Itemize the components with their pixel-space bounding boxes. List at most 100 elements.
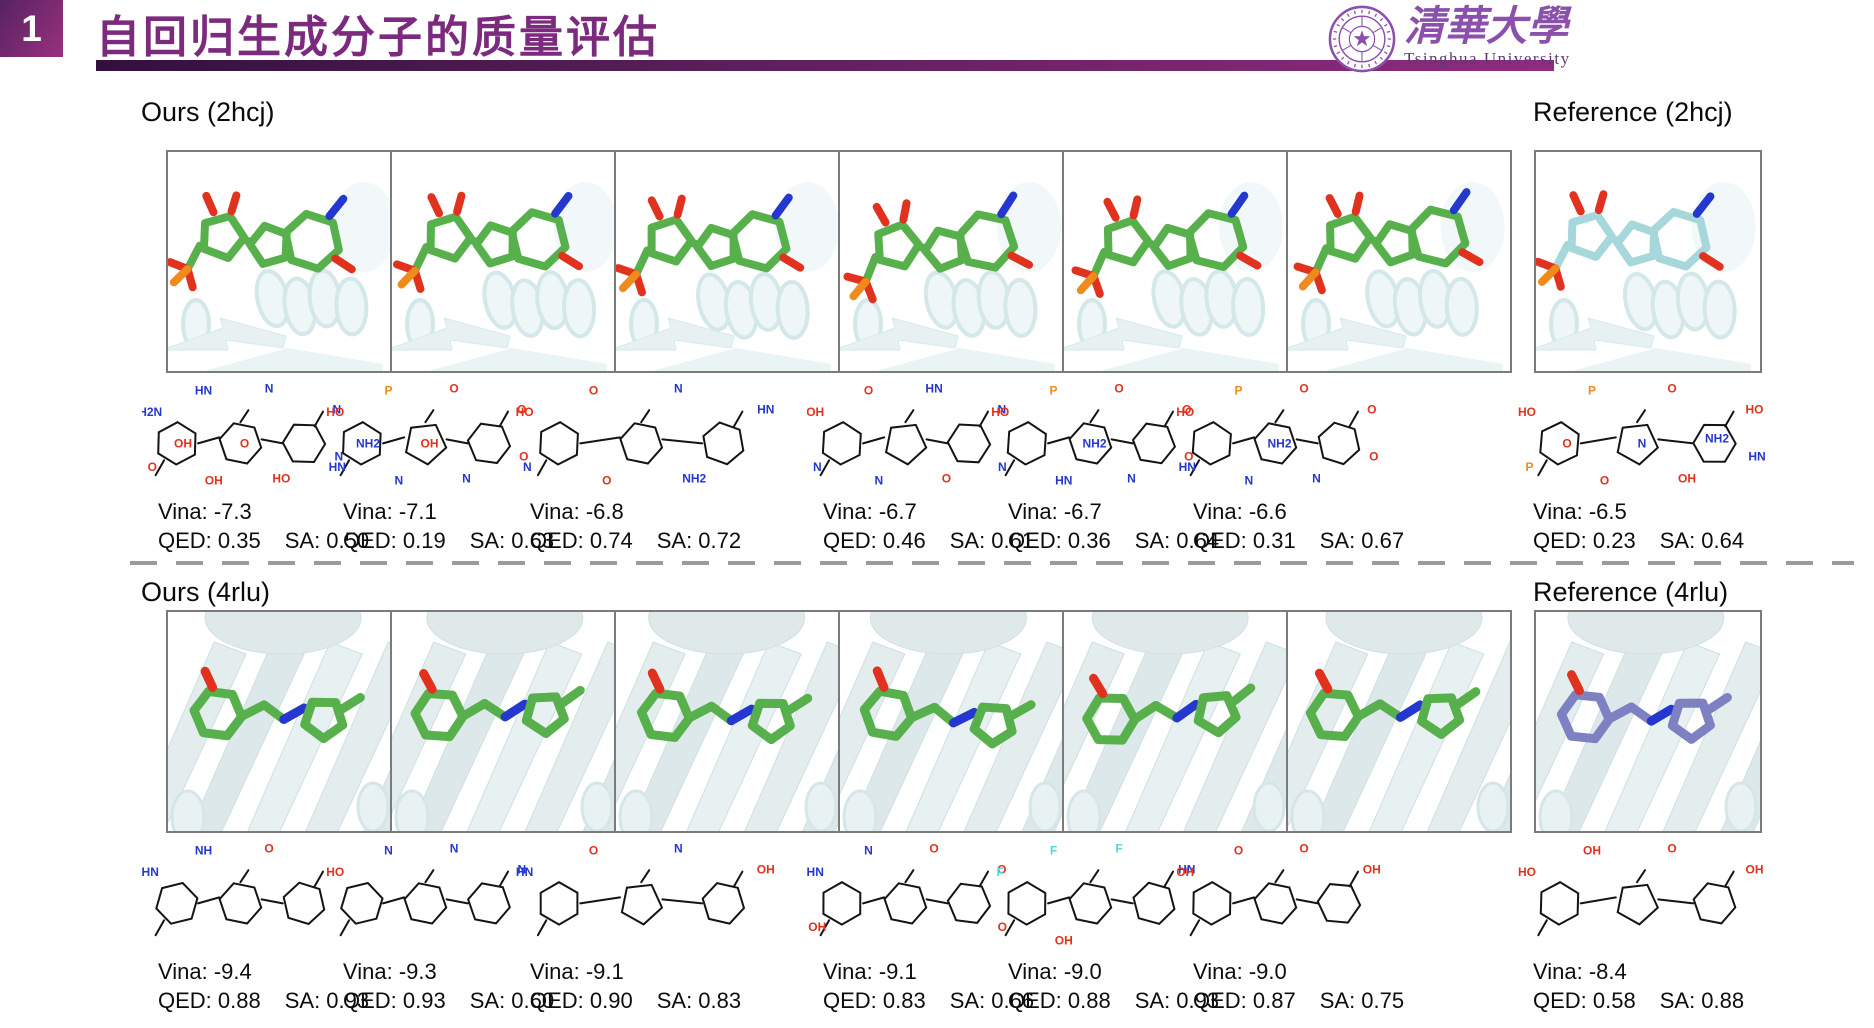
- molecule-2d-4rlu-1: HN NH O: [142, 842, 347, 950]
- svg-text:HO: HO: [516, 405, 534, 419]
- sa-score: SA: 0.66: [949, 988, 1035, 1013]
- svg-text:HO: HO: [327, 405, 344, 419]
- svg-text:OH: OH: [421, 437, 439, 451]
- svg-text:F: F: [1050, 844, 1057, 858]
- panel-3d-4rlu-3: [614, 610, 840, 833]
- svg-text:N: N: [462, 472, 471, 486]
- page-title: 自回归生成分子的质量评估: [96, 13, 660, 62]
- svg-text:N: N: [813, 460, 822, 474]
- svg-text:O: O: [602, 474, 611, 488]
- molecule-2d-2hcj-1: H2N HN N N O OH HO N O OH: [138, 382, 347, 490]
- scores-4rlu-1: Vina: -9.4 QED: 0.88 SA: 0.93: [158, 957, 369, 1015]
- scores-2hcj-5: Vina: -6.7 QED: 0.36 SA: 0.64: [1008, 497, 1219, 555]
- qed-score: QED: 0.93: [343, 988, 446, 1013]
- svg-text:OH: OH: [1678, 472, 1696, 486]
- scores-4rlu-2: Vina: -9.3 QED: 0.93 SA: 0.60: [343, 957, 554, 1015]
- vina-score: Vina: -9.0: [1193, 959, 1287, 984]
- svg-text:NH2: NH2: [1267, 437, 1291, 451]
- molecule-2d-2hcj-6: HO P O O HN N N O NH2: [1176, 382, 1382, 490]
- svg-text:HN: HN: [757, 403, 774, 417]
- svg-text:OH: OH: [1177, 865, 1194, 879]
- svg-text:O: O: [1369, 449, 1378, 463]
- scores-2hcj-4: Vina: -6.7 QED: 0.46 SA: 0.61: [823, 497, 1034, 555]
- vina-score: Vina: -6.7: [1008, 499, 1102, 524]
- svg-text:NH2: NH2: [682, 472, 706, 486]
- ours-label-4rlu: Ours (4rlu): [141, 577, 271, 607]
- vina-score: Vina: -7.1: [343, 499, 437, 524]
- svg-text:HN: HN: [807, 865, 824, 879]
- molecule-2d-2hcj-4: OH O HN N N N O: [806, 382, 1012, 490]
- panel-3d-2hcj-2: [390, 150, 616, 373]
- svg-text:O: O: [1367, 403, 1376, 417]
- vina-score: Vina: -9.1: [823, 959, 917, 984]
- vina-score: Vina: -9.3: [343, 959, 437, 984]
- sa-score: SA: 0.61: [949, 528, 1035, 553]
- svg-text:O: O: [589, 844, 598, 858]
- reference-panel-3d-2hcj: [1534, 150, 1762, 373]
- svg-text:OH: OH: [808, 920, 826, 934]
- sa-score: SA: 0.64: [1659, 528, 1745, 553]
- svg-text:N: N: [265, 384, 274, 396]
- svg-text:O: O: [942, 472, 951, 486]
- svg-text:HO: HO: [272, 472, 290, 486]
- vina-score: Vina: -9.4: [158, 959, 252, 984]
- svg-text:O: O: [1182, 403, 1191, 417]
- vina-score: Vina: -6.8: [530, 499, 624, 524]
- svg-text:N: N: [394, 474, 403, 488]
- svg-text:HN: HN: [1179, 460, 1196, 474]
- svg-text:N: N: [674, 844, 683, 856]
- sa-score: SA: 0.72: [656, 528, 742, 553]
- svg-text:NH2: NH2: [356, 437, 380, 451]
- qed-score: QED: 0.35: [158, 528, 261, 553]
- panel-3d-4rlu-5: [1062, 610, 1288, 833]
- svg-text:O: O: [1562, 437, 1571, 451]
- svg-text:O: O: [1184, 449, 1193, 463]
- panel-3d-2hcj-5: [1062, 150, 1288, 373]
- svg-text:O: O: [148, 460, 157, 474]
- qed-score: QED: 0.19: [343, 528, 446, 553]
- reference-label-4rlu: Reference (4rlu): [1533, 577, 1729, 607]
- qed-score: QED: 0.90: [530, 988, 633, 1013]
- svg-text:O: O: [517, 403, 526, 417]
- svg-text:P: P: [1234, 384, 1242, 398]
- svg-text:OH: OH: [1055, 934, 1073, 948]
- svg-text:HN: HN: [329, 460, 346, 474]
- svg-text:HO: HO: [1518, 865, 1536, 879]
- title-underline: [96, 60, 1554, 71]
- sa-score: SA: 0.60: [469, 988, 555, 1013]
- scores-4rlu-3: Vina: -9.1 QED: 0.90 SA: 0.83: [530, 957, 741, 1015]
- svg-text:OH: OH: [1583, 844, 1601, 858]
- svg-text:P: P: [384, 384, 392, 398]
- svg-text:O: O: [929, 844, 938, 856]
- scores-4rlu-reference: Vina: -8.4 QED: 0.58 SA: 0.88: [1533, 957, 1744, 1015]
- svg-text:O: O: [1667, 844, 1676, 856]
- svg-text:N: N: [997, 403, 1006, 417]
- qed-score: QED: 0.31: [1193, 528, 1296, 553]
- panel-3d-4rlu-4: [838, 610, 1064, 833]
- svg-text:N: N: [450, 844, 459, 856]
- vina-score: Vina: -6.5: [1533, 499, 1627, 524]
- svg-text:HO: HO: [1746, 403, 1764, 417]
- reference-panel-3d-4rlu: [1534, 610, 1762, 833]
- svg-text:F: F: [997, 865, 1004, 879]
- svg-text:N: N: [334, 449, 343, 463]
- svg-text:N: N: [874, 474, 883, 488]
- scores-2hcj-6: Vina: -6.6 QED: 0.31 SA: 0.67: [1193, 497, 1404, 555]
- svg-text:O: O: [998, 920, 1007, 934]
- vina-score: Vina: -6.6: [1193, 499, 1287, 524]
- qed-score: QED: 0.88: [1008, 988, 1111, 1013]
- svg-text:HN: HN: [195, 384, 212, 398]
- svg-text:OH: OH: [1363, 863, 1381, 877]
- panel-3d-2hcj-4: [838, 150, 1064, 373]
- molecule-2d-4rlu-reference: HO OH O OH: [1517, 842, 1767, 950]
- vina-score: Vina: -8.4: [1533, 959, 1627, 984]
- svg-text:O: O: [589, 384, 598, 398]
- logo-text: 清華大學 Tsinghua University: [1404, 4, 1571, 69]
- svg-text:NH2: NH2: [1705, 431, 1729, 445]
- scores-2hcj-2: Vina: -7.1 QED: 0.19 SA: 0.63: [343, 497, 554, 555]
- panel-3d-2hcj-6: [1286, 150, 1512, 373]
- qed-score: QED: 0.74: [530, 528, 633, 553]
- svg-text:HN: HN: [1055, 474, 1072, 488]
- slide-number-badge: 1: [0, 0, 63, 57]
- sa-score: SA: 0.67: [1319, 528, 1405, 553]
